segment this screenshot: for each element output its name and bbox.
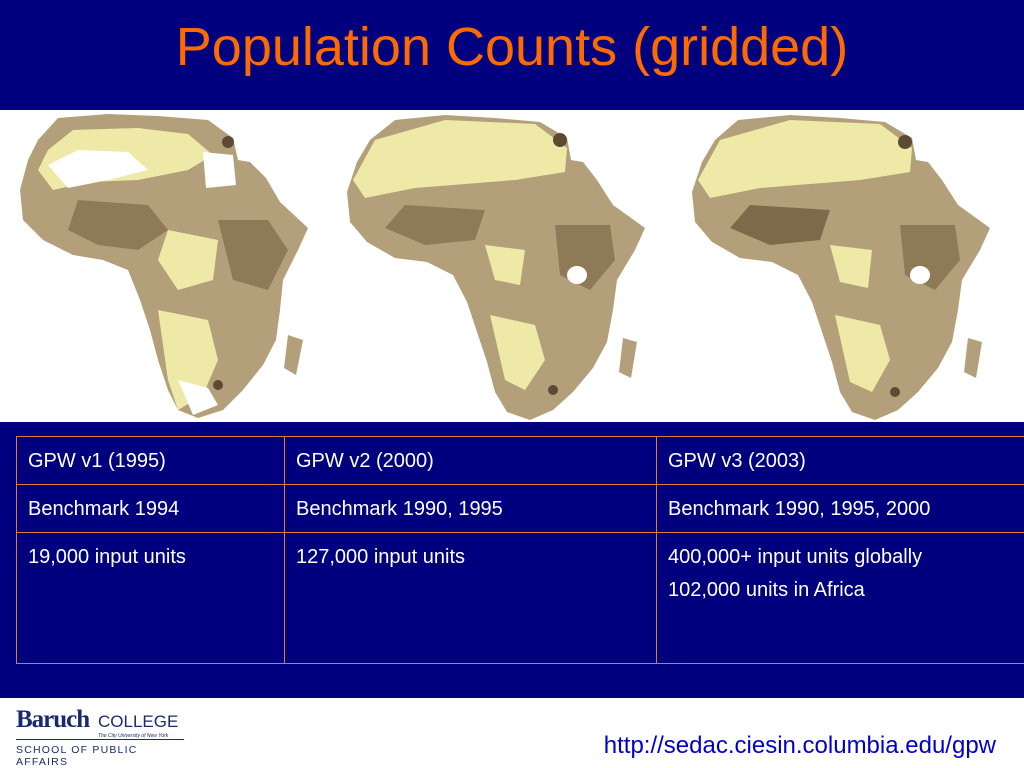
table-cell: GPW v2 (2000) [284, 436, 657, 485]
table-row: GPW v1 (1995) GPW v2 (2000) GPW v3 (2003… [16, 436, 1024, 485]
table-row: 19,000 input units 127,000 input units 4… [16, 532, 1024, 664]
baruch-college-logo: Baruch COLLEGE The City University of Ne… [16, 706, 186, 768]
africa-map-gpw-v1-icon [20, 114, 308, 418]
table-cell: 19,000 input units [16, 532, 285, 664]
table-cell: Benchmark 1994 [16, 484, 285, 533]
logo-college-text: COLLEGE [98, 712, 179, 731]
table-row: Benchmark 1994 Benchmark 1990, 1995 Benc… [16, 484, 1024, 533]
africa-map-gpw-v2 [345, 110, 680, 422]
africa-map-gpw-v3 [690, 110, 1024, 422]
gpw-comparison-table: GPW v1 (1995) GPW v2 (2000) GPW v3 (2003… [16, 436, 1024, 664]
africa-map-gpw-v3-icon [692, 115, 990, 420]
maps-panel [0, 110, 1024, 422]
table-cell: 400,000+ input units globally 102,000 un… [656, 532, 1024, 664]
table-cell: 127,000 input units [284, 532, 657, 664]
gpw-url-link[interactable]: http://sedac.ciesin.columbia.edu/gpw [603, 732, 996, 759]
table-cell: GPW v3 (2003) [656, 436, 1024, 485]
logo-spa-text: SCHOOL OF PUBLIC AFFAIRS [16, 744, 138, 768]
table-cell: Benchmark 1990, 1995 [284, 484, 657, 533]
slide-title: Population Counts (gridded) [175, 17, 849, 77]
africa-map-gpw-v1 [18, 110, 348, 422]
table-cell: Benchmark 1990, 1995, 2000 [656, 484, 1024, 533]
table-cell: GPW v1 (1995) [16, 436, 285, 485]
logo-divider [16, 739, 184, 740]
table-cell-line: 102,000 units in Africa [668, 579, 865, 601]
table-cell-line: 400,000+ input units globally [668, 546, 923, 568]
africa-map-gpw-v2-icon [347, 115, 645, 420]
slide-footer: Baruch COLLEGE The City University of Ne… [0, 698, 1024, 768]
logo-cuny-text: The City University of New York [98, 733, 169, 739]
logo-baruch-text: Baruch [16, 706, 90, 733]
